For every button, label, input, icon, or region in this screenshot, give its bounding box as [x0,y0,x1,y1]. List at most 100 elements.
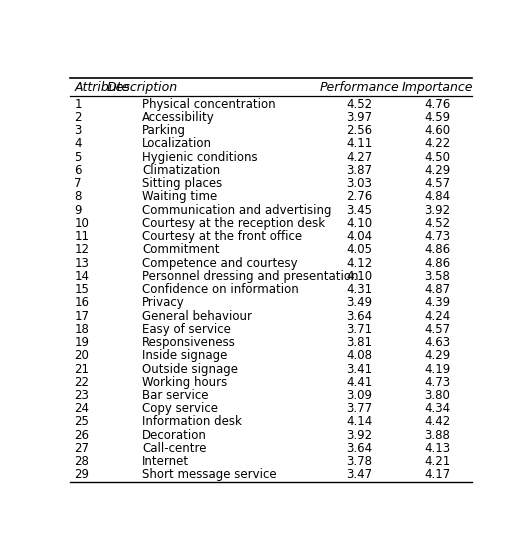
Text: Easy of service: Easy of service [142,323,231,336]
Text: 4.87: 4.87 [424,283,450,296]
Text: 4.22: 4.22 [424,137,450,150]
Text: 14: 14 [74,270,89,283]
Text: 6: 6 [74,164,82,177]
Text: 4.11: 4.11 [346,137,372,150]
Text: Performance: Performance [320,81,399,94]
Text: 3.09: 3.09 [346,389,372,402]
Text: Description: Description [106,81,178,94]
Text: 2: 2 [74,111,82,124]
Text: 4: 4 [74,137,82,150]
Text: Responsiveness: Responsiveness [142,336,236,349]
Text: 3.97: 3.97 [346,111,372,124]
Text: 3.45: 3.45 [346,203,372,217]
Text: Call-centre: Call-centre [142,442,206,455]
Text: 27: 27 [74,442,89,455]
Text: 4.29: 4.29 [424,349,450,363]
Text: Information desk: Information desk [142,415,242,429]
Text: 22: 22 [74,376,89,389]
Text: 4.05: 4.05 [346,244,372,256]
Text: 4.86: 4.86 [424,256,450,270]
Text: 25: 25 [74,415,89,429]
Text: 17: 17 [74,310,89,322]
Text: Communication and advertising: Communication and advertising [142,203,332,217]
Text: 15: 15 [74,283,89,296]
Text: 4.41: 4.41 [346,376,372,389]
Text: 3.58: 3.58 [424,270,450,283]
Text: 28: 28 [74,455,89,468]
Text: 4.60: 4.60 [424,124,450,137]
Text: Competence and courtesy: Competence and courtesy [142,256,298,270]
Text: 4.27: 4.27 [346,151,372,163]
Text: 4.12: 4.12 [346,256,372,270]
Text: 4.39: 4.39 [424,296,450,309]
Text: 4.84: 4.84 [424,190,450,203]
Text: 1: 1 [74,98,82,111]
Text: 24: 24 [74,402,89,415]
Text: 16: 16 [74,296,89,309]
Text: 2.76: 2.76 [346,190,372,203]
Text: 18: 18 [74,323,89,336]
Text: Physical concentration: Physical concentration [142,98,276,111]
Text: Commitment: Commitment [142,244,220,256]
Text: 4.52: 4.52 [346,98,372,111]
Text: 26: 26 [74,429,89,441]
Text: 3.41: 3.41 [346,363,372,375]
Text: 4.76: 4.76 [424,98,450,111]
Text: Hygienic conditions: Hygienic conditions [142,151,258,163]
Text: 4.14: 4.14 [346,415,372,429]
Text: 4.10: 4.10 [346,217,372,230]
Text: 4.57: 4.57 [424,323,450,336]
Text: 4.59: 4.59 [424,111,450,124]
Text: Courtesy at the reception desk: Courtesy at the reception desk [142,217,325,230]
Text: 10: 10 [74,217,89,230]
Text: Copy service: Copy service [142,402,218,415]
Text: 3: 3 [74,124,81,137]
Text: 4.29: 4.29 [424,164,450,177]
Text: 4.19: 4.19 [424,363,450,375]
Text: 4.24: 4.24 [424,310,450,322]
Text: Privacy: Privacy [142,296,185,309]
Text: 29: 29 [74,469,89,481]
Text: Localization: Localization [142,137,212,150]
Text: Accessibility: Accessibility [142,111,215,124]
Text: 3.71: 3.71 [346,323,372,336]
Text: Inside signage: Inside signage [142,349,227,363]
Text: 11: 11 [74,230,89,243]
Text: 3.64: 3.64 [346,310,372,322]
Text: 4.13: 4.13 [424,442,450,455]
Text: 2.56: 2.56 [346,124,372,137]
Text: 3.03: 3.03 [346,177,372,190]
Text: Personnel dressing and presentation: Personnel dressing and presentation [142,270,359,283]
Text: 4.73: 4.73 [424,230,450,243]
Text: 3.88: 3.88 [424,429,450,441]
Text: 4.34: 4.34 [424,402,450,415]
Text: Climatization: Climatization [142,164,220,177]
Text: 3.80: 3.80 [424,389,450,402]
Text: 4.52: 4.52 [424,217,450,230]
Text: Working hours: Working hours [142,376,227,389]
Text: 3.64: 3.64 [346,442,372,455]
Text: Importance: Importance [402,81,473,94]
Text: 4.04: 4.04 [346,230,372,243]
Text: General behaviour: General behaviour [142,310,252,322]
Text: 4.31: 4.31 [346,283,372,296]
Text: 13: 13 [74,256,89,270]
Text: 20: 20 [74,349,89,363]
Text: 4.21: 4.21 [424,455,450,468]
Text: 19: 19 [74,336,89,349]
Text: 3.81: 3.81 [346,336,372,349]
Text: 9: 9 [74,203,82,217]
Text: 4.17: 4.17 [424,469,450,481]
Text: 5: 5 [74,151,81,163]
Text: 4.10: 4.10 [346,270,372,283]
Text: Short message service: Short message service [142,469,277,481]
Text: Outside signage: Outside signage [142,363,238,375]
Text: 4.63: 4.63 [424,336,450,349]
Text: Confidence on information: Confidence on information [142,283,299,296]
Text: 3.87: 3.87 [346,164,372,177]
Text: Attribute: Attribute [74,81,130,94]
Text: 21: 21 [74,363,89,375]
Text: Waiting time: Waiting time [142,190,217,203]
Text: 3.47: 3.47 [346,469,372,481]
Text: 3.78: 3.78 [346,455,372,468]
